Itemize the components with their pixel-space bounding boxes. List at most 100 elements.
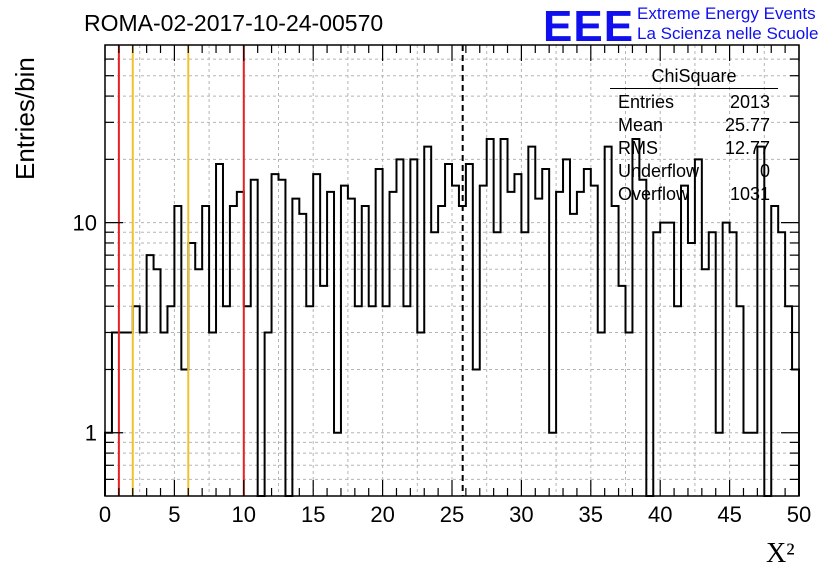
histogram-bin — [619, 286, 626, 496]
histogram-bin — [424, 147, 431, 496]
grid-lines — [105, 45, 799, 496]
histogram-bin — [251, 180, 258, 496]
histogram-bin — [112, 332, 119, 496]
stats-label: Underflow — [618, 161, 700, 181]
histogram-bin — [535, 199, 542, 496]
histogram-bin — [209, 332, 216, 496]
histogram-bin — [639, 180, 646, 496]
x-tick-label: 5 — [168, 502, 180, 527]
histogram-bin — [161, 332, 168, 496]
histogram-bin — [473, 369, 480, 496]
histogram-bin — [771, 206, 778, 496]
histogram-bin — [431, 232, 438, 496]
histogram-outline — [104, 137, 800, 497]
histogram-bin — [223, 306, 230, 496]
x-tick-label: 25 — [440, 502, 464, 527]
histogram-bin — [417, 332, 424, 496]
x-tick-label: 30 — [509, 502, 533, 527]
histogram-bin — [584, 169, 591, 496]
histogram-bin — [730, 232, 737, 496]
run-title: ROMA-02-2017-10-24-00570 — [84, 10, 384, 36]
histogram-bin — [487, 139, 494, 496]
histogram-bin — [612, 206, 619, 496]
histogram-bin — [126, 332, 133, 496]
stats-row-rms: RMS 12.77 — [610, 137, 778, 160]
histogram-bin — [147, 255, 154, 496]
x-tick-label: 45 — [717, 502, 741, 527]
x-axis-label: X² — [766, 538, 795, 569]
histogram-bin — [466, 164, 473, 496]
histogram-bin — [292, 199, 299, 496]
histogram-bin — [785, 306, 792, 496]
y-axis-label: Entries/bin — [10, 57, 40, 180]
histogram-bin — [563, 159, 570, 496]
histogram-bin — [174, 206, 181, 496]
histogram-bin — [299, 214, 306, 496]
histogram-bin — [445, 164, 452, 496]
histogram-bin — [362, 206, 369, 496]
histogram-bin — [334, 433, 341, 496]
histogram-bin — [272, 174, 279, 496]
stats-value: 1031 — [729, 184, 770, 204]
histogram-bin — [653, 232, 660, 496]
histogram-bin — [133, 306, 140, 496]
histogram-bin — [660, 223, 667, 496]
eee-logo: EEE — [543, 2, 635, 51]
histogram-bin — [327, 192, 334, 496]
y-tick-label: 10 — [73, 211, 97, 236]
stats-box: ChiSquare Entries 2013 Mean 25.77 RMS 12.77… — [610, 66, 778, 206]
histogram-bin — [514, 174, 521, 496]
histogram-bin — [528, 147, 535, 496]
histogram-bin — [556, 192, 563, 496]
stats-label: Overflow — [618, 184, 690, 204]
histogram-bin — [396, 159, 403, 496]
marker-lines — [117, 45, 464, 496]
stats-value: 2013 — [729, 92, 770, 112]
x-tick-label: 0 — [99, 502, 111, 527]
x-tick-label: 10 — [232, 502, 256, 527]
histogram-bin — [750, 433, 757, 496]
histogram-bin — [202, 206, 209, 496]
histogram-bin — [181, 369, 188, 496]
logo-line-1: Extreme Energy Events — [637, 4, 816, 23]
histogram-bin — [244, 306, 251, 496]
histogram-bin — [681, 186, 688, 496]
histogram-bin — [154, 269, 161, 496]
histogram-bin — [577, 192, 584, 496]
histogram-bin — [743, 433, 750, 496]
stats-row-underflow: Underflow 0 — [610, 160, 778, 183]
histogram-bin — [348, 199, 355, 496]
histogram-bin — [452, 186, 459, 496]
histogram-bin — [695, 159, 702, 496]
histogram-bin — [591, 186, 598, 496]
histogram-bin — [501, 139, 508, 496]
histogram-bin — [480, 186, 487, 496]
histogram-bin — [702, 269, 709, 496]
x-tick-label: 35 — [579, 502, 603, 527]
histogram-bin — [494, 232, 501, 496]
histogram-bin — [167, 306, 174, 496]
histogram-bin — [688, 243, 695, 496]
y-tick-label: 1 — [85, 421, 97, 446]
histogram-bin — [306, 306, 313, 496]
histogram-bin — [723, 223, 730, 496]
histogram-bin — [195, 269, 202, 496]
histogram-bin — [341, 186, 348, 496]
histogram-bin — [410, 159, 417, 496]
x-tick-label: 50 — [787, 502, 811, 527]
histogram-bin — [598, 332, 605, 496]
stats-row-overflow: Overflow 1031 — [610, 183, 778, 206]
histogram-bin — [376, 169, 383, 496]
histogram-bin — [216, 164, 223, 496]
histogram-bin — [542, 169, 549, 496]
histogram-bin — [140, 332, 147, 496]
stats-value: 25.77 — [724, 115, 770, 135]
histogram-bin — [119, 332, 126, 496]
histogram-bin — [709, 232, 716, 496]
histogram-bin — [383, 306, 390, 496]
histogram-bin — [438, 206, 445, 496]
histogram-bin — [778, 232, 785, 496]
histogram-bin — [716, 433, 723, 496]
logo-line-2: La Scienza nelle Scuole — [637, 24, 819, 43]
